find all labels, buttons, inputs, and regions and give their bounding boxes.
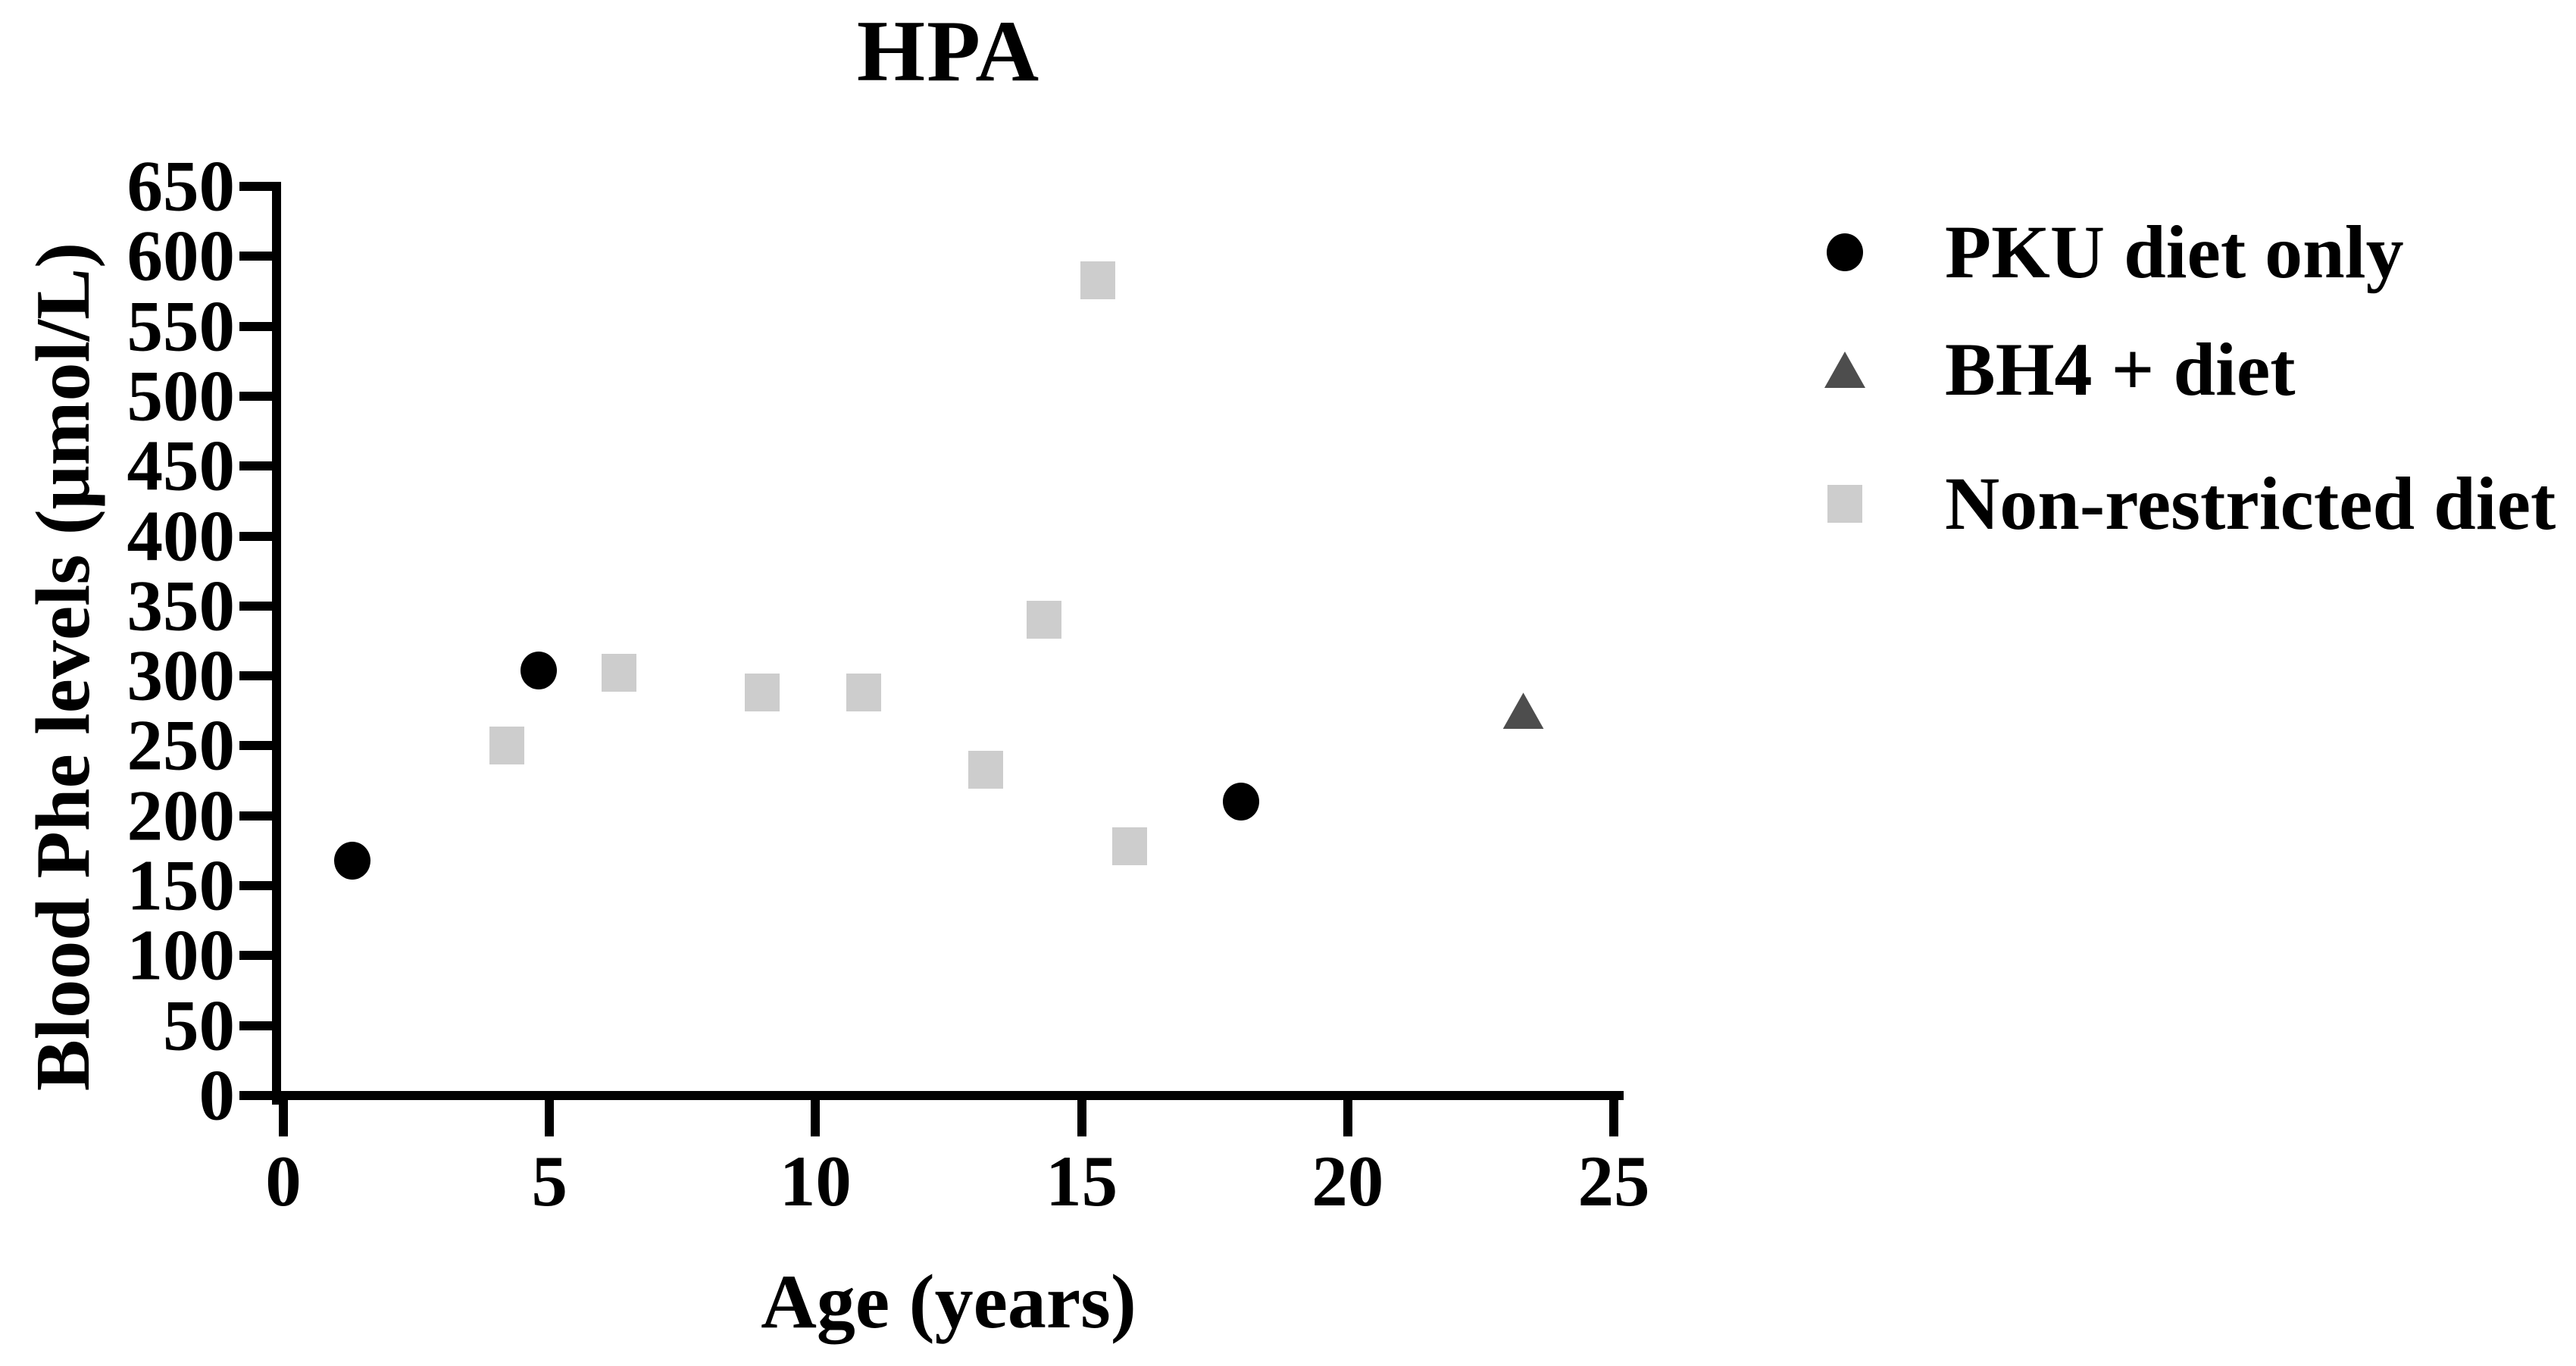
x-tick (1077, 1096, 1086, 1136)
legend-marker-square (1827, 485, 1862, 523)
legend-marker-triangle (1824, 352, 1865, 388)
x-tick (545, 1096, 555, 1136)
y-tick (239, 741, 277, 751)
x-axis-title: Age (years) (761, 1259, 1136, 1345)
y-tick-label: 50 (163, 985, 235, 1066)
y-tick-label: 150 (127, 845, 236, 926)
x-tick (279, 1096, 288, 1136)
y-tick (239, 182, 277, 191)
data-point-square (745, 674, 780, 712)
y-tick-label: 350 (127, 565, 236, 646)
x-tick-label: 5 (531, 1141, 567, 1221)
x-tick-label: 20 (1311, 1141, 1384, 1221)
legend-label: Non-restricted diet (1945, 461, 2556, 545)
y-axis-line (272, 182, 281, 1105)
y-tick (239, 601, 277, 611)
x-tick-label: 25 (1577, 1141, 1650, 1221)
y-tick-label: 250 (127, 705, 236, 786)
y-tick-label: 500 (127, 355, 236, 436)
x-tick (1343, 1096, 1352, 1136)
data-point-square (489, 727, 524, 765)
y-tick (239, 951, 277, 961)
y-tick-label: 0 (199, 1055, 236, 1136)
data-point-circle (1223, 783, 1260, 821)
y-tick-label: 400 (127, 495, 236, 577)
data-point-square (1080, 261, 1115, 299)
data-point-square (1027, 601, 1062, 639)
data-point-circle (521, 651, 558, 689)
x-tick (811, 1096, 821, 1136)
data-point-square (601, 654, 636, 692)
data-point-triangle (1502, 692, 1544, 730)
y-tick-label: 650 (127, 145, 236, 227)
y-tick-label: 100 (127, 914, 236, 996)
y-tick-label: 200 (127, 775, 236, 856)
legend-marker-circle (1827, 233, 1863, 271)
y-tick-label: 550 (127, 286, 236, 367)
x-tick-label: 0 (265, 1141, 302, 1221)
y-tick (239, 811, 277, 821)
data-point-square (968, 750, 1004, 789)
y-tick (239, 881, 277, 891)
x-tick-label: 15 (1046, 1141, 1118, 1221)
y-tick-label: 300 (127, 635, 236, 716)
y-tick-label: 450 (127, 425, 236, 506)
y-tick (239, 391, 277, 401)
y-tick (239, 531, 277, 541)
legend-label: BH4 + diet (1945, 327, 2296, 411)
y-tick (239, 1021, 277, 1030)
legend-label: PKU diet only (1945, 210, 2404, 294)
y-tick (239, 671, 277, 681)
y-tick (239, 1091, 277, 1100)
data-point-square (846, 674, 881, 712)
x-tick (1609, 1096, 1618, 1136)
x-tick-label: 10 (779, 1141, 852, 1221)
y-tick (239, 252, 277, 261)
y-tick-label: 600 (127, 215, 236, 296)
data-point-circle (334, 841, 371, 880)
y-tick (239, 321, 277, 331)
y-tick (239, 461, 277, 471)
chart-title: HPA (856, 3, 1041, 100)
x-axis-line (272, 1091, 1624, 1100)
data-point-square (1111, 827, 1147, 866)
